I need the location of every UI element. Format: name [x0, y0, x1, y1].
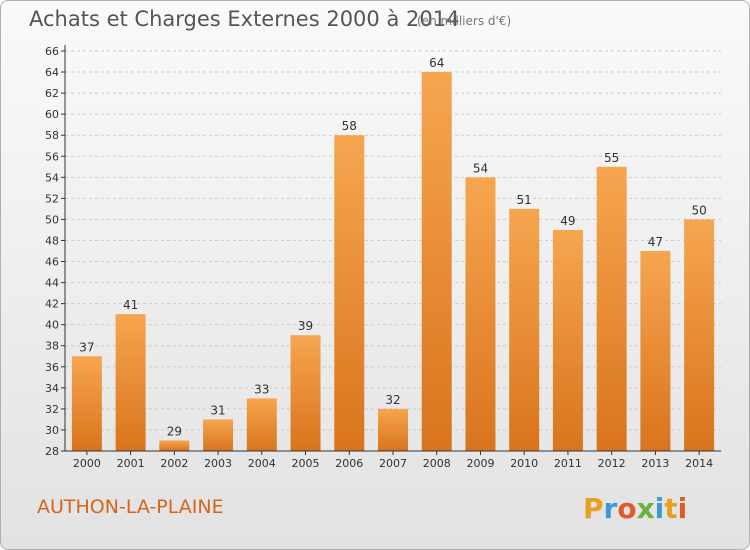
data-label: 31	[210, 403, 225, 417]
data-label: 37	[79, 340, 94, 354]
x-tick-label: 2011	[554, 457, 582, 470]
y-tick-label: 34	[45, 382, 59, 395]
y-tick-labels: 28 30 32 34 36 38 40 42 44 46 48 50 52 54 56 58 60 62 64 66	[45, 45, 59, 458]
data-label: 32	[385, 393, 400, 407]
bar	[159, 440, 190, 451]
bar	[421, 72, 452, 451]
bar	[71, 356, 102, 451]
data-label: 51	[517, 193, 532, 207]
chart-subtitle: (en milliers d'€)	[417, 14, 512, 28]
y-tick-label: 48	[45, 234, 59, 247]
x-tick-label: 2006	[335, 457, 363, 470]
x-tick-label: 2013	[641, 457, 669, 470]
y-tick-label: 56	[45, 150, 59, 163]
x-tick-label: 2001	[117, 457, 145, 470]
x-tick-label: 2008	[423, 457, 451, 470]
y-tick-label: 46	[45, 256, 59, 269]
y-tick-label: 36	[45, 361, 59, 374]
bar	[465, 177, 496, 451]
proxiti-logo[interactable]: Proxiti	[583, 491, 693, 525]
data-labels: 37 41 29 31 33 39 58 32 64 54 51 49 55 47 50	[79, 56, 707, 438]
y-tick-label: 40	[45, 319, 59, 332]
x-tick-label: 2012	[598, 457, 626, 470]
data-label: 49	[560, 214, 575, 228]
bar	[552, 229, 583, 451]
y-tick-label: 60	[45, 108, 59, 121]
chart-title: Achats et Charges Externes 2000 à 2014	[29, 7, 460, 31]
x-tick-label: 2009	[466, 457, 494, 470]
data-label: 39	[298, 319, 313, 333]
x-tick-label: 2003	[204, 457, 232, 470]
x-tick-labels: 2000 2001 2002 2003 2004 2005 2006 2007 2008 2009…	[73, 451, 713, 470]
bar	[115, 314, 146, 451]
data-label: 54	[473, 161, 488, 175]
y-tick-label: 58	[45, 129, 59, 142]
data-label: 55	[604, 151, 619, 165]
y-tick-label: 64	[45, 66, 59, 79]
y-tick-label: 62	[45, 87, 59, 100]
bar	[640, 251, 671, 451]
data-label: 58	[342, 119, 357, 133]
data-label: 64	[429, 56, 444, 70]
bar	[378, 408, 408, 451]
data-label: 29	[167, 424, 182, 438]
data-label: 47	[648, 235, 663, 249]
y-tick-label: 52	[45, 192, 59, 205]
bar	[596, 166, 627, 451]
data-label: 33	[254, 382, 269, 396]
y-tick-label: 42	[45, 298, 59, 311]
y-tick-label: 30	[45, 424, 59, 437]
x-tick-label: 2002	[160, 457, 188, 470]
data-label: 50	[691, 203, 706, 217]
x-tick-label: 2010	[510, 457, 538, 470]
y-tick-label: 32	[45, 403, 59, 416]
y-tick-label: 66	[45, 45, 59, 58]
svg-text:Proxiti: Proxiti	[583, 492, 687, 525]
x-tick-label: 2004	[248, 457, 276, 470]
y-tick-label: 50	[45, 213, 59, 226]
bar	[203, 419, 234, 451]
x-tick-label: 2014	[685, 457, 713, 470]
y-tick-label: 38	[45, 340, 59, 353]
y-tick-label: 28	[45, 445, 59, 458]
bars	[71, 72, 715, 452]
y-tick-label: 44	[45, 277, 59, 290]
bar	[509, 208, 540, 451]
y-tick-label: 54	[45, 171, 59, 184]
x-tick-label: 2000	[73, 457, 101, 470]
data-label: 41	[123, 298, 138, 312]
bar	[290, 335, 321, 451]
commune-name: AUTHON-LA-PLAINE	[37, 496, 224, 518]
x-tick-label: 2005	[292, 457, 320, 470]
x-tick-label: 2007	[379, 457, 407, 470]
bar	[246, 398, 277, 451]
bar	[334, 135, 365, 452]
bar	[684, 219, 715, 451]
